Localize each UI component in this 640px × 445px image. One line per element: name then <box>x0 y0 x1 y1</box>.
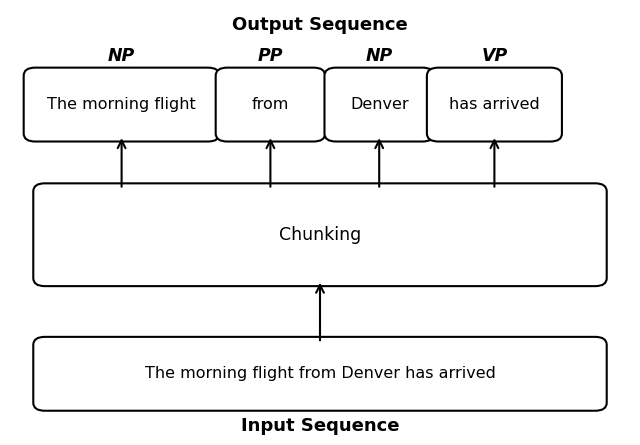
Text: Denver: Denver <box>350 97 408 112</box>
FancyBboxPatch shape <box>324 68 434 142</box>
FancyBboxPatch shape <box>24 68 220 142</box>
FancyBboxPatch shape <box>427 68 562 142</box>
FancyBboxPatch shape <box>33 337 607 411</box>
Text: VP: VP <box>481 47 508 65</box>
Text: NP: NP <box>365 47 393 65</box>
Text: Output Sequence: Output Sequence <box>232 16 408 33</box>
FancyBboxPatch shape <box>216 68 325 142</box>
Text: PP: PP <box>258 47 283 65</box>
Text: Chunking: Chunking <box>279 226 361 244</box>
Text: from: from <box>252 97 289 112</box>
Text: NP: NP <box>108 47 135 65</box>
Text: The morning flight: The morning flight <box>47 97 196 112</box>
Text: has arrived: has arrived <box>449 97 540 112</box>
Text: The morning flight from Denver has arrived: The morning flight from Denver has arriv… <box>145 366 495 381</box>
Text: Input Sequence: Input Sequence <box>241 417 399 435</box>
FancyBboxPatch shape <box>33 183 607 286</box>
